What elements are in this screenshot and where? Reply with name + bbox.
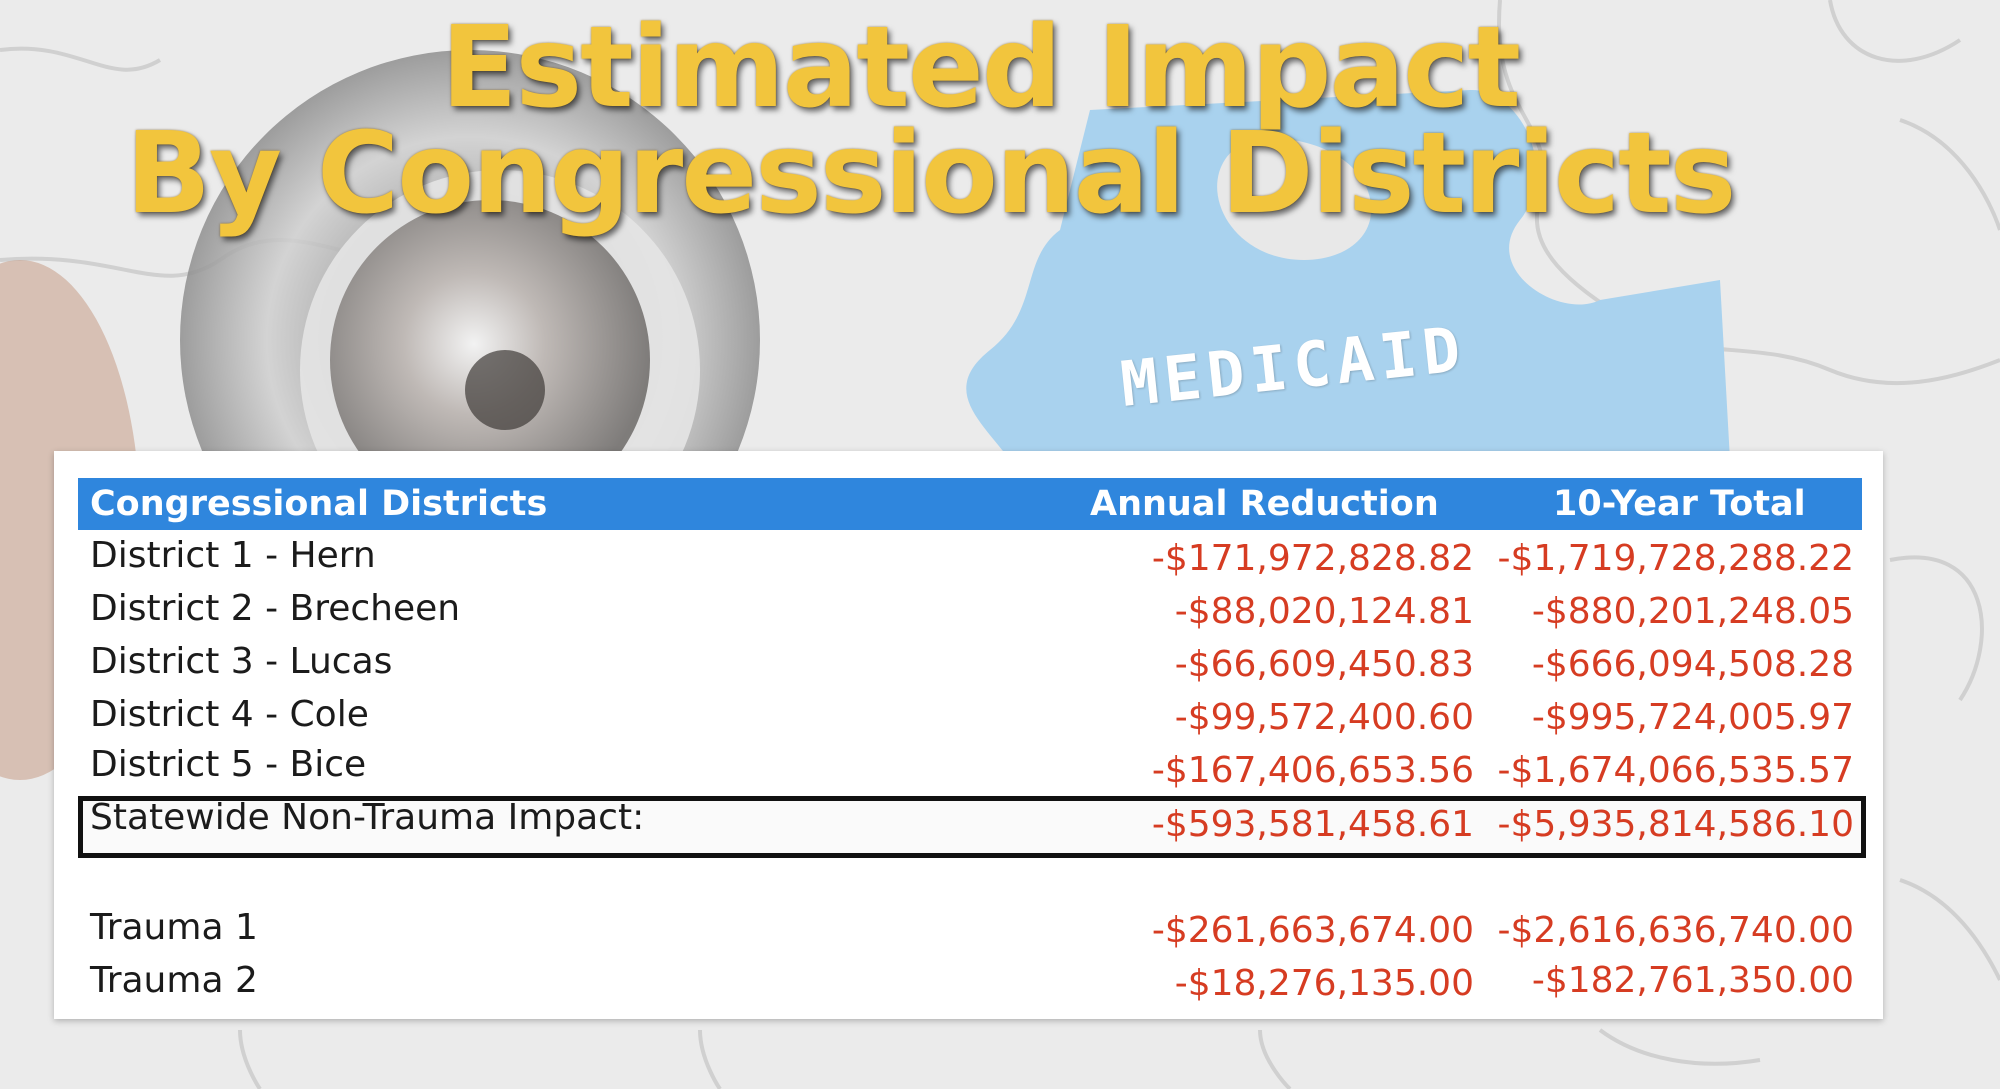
row-5-annual: -$167,406,653.56: [1151, 750, 1474, 791]
trauma-1-annual: -$261,663,674.00: [1151, 910, 1474, 951]
row-4-ten-year: -$995,724,005.97: [1531, 697, 1854, 738]
row-5-name: District 5 - Bice: [90, 744, 367, 785]
trauma-1-name: Trauma 1: [90, 907, 258, 948]
impact-table-panel: [54, 451, 1883, 1019]
trauma-2-annual: -$18,276,135.00: [1174, 963, 1474, 1004]
trauma-2-name: Trauma 2: [90, 960, 258, 1001]
statewide-name: Statewide Non-Trauma Impact:: [90, 797, 645, 838]
statewide-ten-year: -$5,935,814,586.10: [1497, 804, 1854, 845]
title-line-2: By Congressional Districts: [125, 109, 1737, 239]
title-line-1: Estimated Impact: [440, 3, 1521, 133]
header-districts: Congressional Districts: [90, 484, 548, 524]
row-3-ten-year: -$666,094,508.28: [1531, 644, 1854, 685]
header-annual-reduction: Annual Reduction: [1090, 484, 1439, 524]
row-4-name: District 4 - Cole: [90, 694, 369, 735]
row-5-ten-year: -$1,674,066,535.57: [1497, 750, 1854, 791]
row-4-annual: -$99,572,400.60: [1174, 697, 1474, 738]
row-1-ten-year: -$1,719,728,288.22: [1497, 538, 1854, 579]
row-3-annual: -$66,609,450.83: [1174, 644, 1474, 685]
trauma-1-ten-year: -$2,616,636,740.00: [1497, 910, 1854, 951]
trauma-2-ten-year: -$182,761,350.00: [1531, 960, 1854, 1001]
row-2-name: District 2 - Brecheen: [90, 588, 461, 629]
row-1-annual: -$171,972,828.82: [1151, 538, 1474, 579]
header-ten-year-total: 10-Year Total: [1553, 484, 1806, 524]
statewide-total-box: [78, 796, 1866, 858]
statewide-annual: -$593,581,458.61: [1151, 804, 1474, 845]
table-header-row: [78, 478, 1862, 530]
row-3-name: District 3 - Lucas: [90, 641, 393, 682]
row-1-name: District 1 - Hern: [90, 535, 376, 576]
row-2-ten-year: -$880,201,248.05: [1531, 591, 1854, 632]
row-2-annual: -$88,020,124.81: [1174, 591, 1474, 632]
